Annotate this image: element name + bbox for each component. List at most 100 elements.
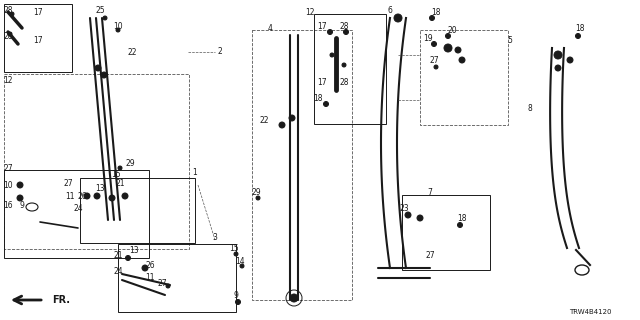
Circle shape: [459, 57, 465, 63]
Circle shape: [109, 195, 115, 201]
Circle shape: [330, 53, 334, 57]
Circle shape: [17, 182, 23, 188]
Circle shape: [431, 42, 436, 46]
Circle shape: [417, 215, 423, 221]
Text: 18: 18: [431, 7, 441, 17]
Text: 27: 27: [429, 55, 439, 65]
Text: 6: 6: [388, 5, 392, 14]
Text: 28: 28: [339, 21, 349, 30]
Text: 4: 4: [268, 23, 273, 33]
Circle shape: [10, 12, 14, 16]
Text: 15: 15: [111, 170, 121, 179]
Bar: [4, 170, 149, 258]
Text: 13: 13: [95, 183, 105, 193]
Text: 10: 10: [3, 180, 13, 189]
Circle shape: [122, 193, 128, 199]
Text: 2: 2: [218, 46, 222, 55]
Text: 13: 13: [129, 245, 139, 254]
Text: 22: 22: [259, 116, 269, 124]
Text: 12: 12: [3, 76, 13, 84]
Circle shape: [444, 44, 452, 52]
Text: 17: 17: [317, 77, 327, 86]
Text: FR.: FR.: [52, 295, 70, 305]
Text: 12: 12: [305, 7, 315, 17]
Circle shape: [554, 51, 562, 59]
Circle shape: [118, 166, 122, 170]
Circle shape: [323, 101, 328, 107]
Text: 17: 17: [33, 7, 43, 17]
Text: 18: 18: [313, 93, 323, 102]
Text: 29: 29: [125, 158, 135, 167]
Text: 19: 19: [423, 34, 433, 43]
Text: 24: 24: [113, 268, 123, 276]
Text: 9: 9: [234, 291, 239, 300]
Text: 24: 24: [73, 204, 83, 212]
Text: 28: 28: [339, 77, 349, 86]
Text: 20: 20: [447, 26, 457, 35]
Text: 21: 21: [113, 252, 123, 260]
Circle shape: [434, 65, 438, 69]
Text: 18: 18: [575, 23, 585, 33]
Circle shape: [405, 212, 411, 218]
Bar: [402, 195, 490, 270]
Text: 17: 17: [33, 36, 43, 44]
Bar: [4, 74, 189, 249]
Circle shape: [279, 122, 285, 128]
Text: 15: 15: [229, 244, 239, 252]
Circle shape: [8, 32, 12, 36]
Text: 26: 26: [145, 261, 155, 270]
Text: 26: 26: [77, 191, 87, 201]
Text: 27: 27: [157, 279, 167, 289]
Bar: [4, 4, 72, 72]
Text: 27: 27: [425, 252, 435, 260]
Circle shape: [234, 252, 238, 256]
Text: 16: 16: [3, 201, 13, 210]
Bar: [420, 30, 508, 125]
Text: 8: 8: [527, 103, 532, 113]
Circle shape: [101, 72, 107, 78]
Circle shape: [342, 63, 346, 67]
Circle shape: [567, 57, 573, 63]
Circle shape: [328, 29, 333, 35]
Text: 11: 11: [145, 274, 155, 283]
Bar: [314, 14, 386, 124]
Circle shape: [455, 47, 461, 53]
Circle shape: [289, 115, 295, 121]
Text: 11: 11: [65, 191, 75, 201]
Circle shape: [445, 34, 451, 38]
Text: 22: 22: [127, 47, 137, 57]
Circle shape: [125, 255, 131, 260]
Circle shape: [555, 65, 561, 71]
Circle shape: [95, 65, 101, 71]
Text: 1: 1: [193, 167, 197, 177]
Text: 23: 23: [399, 204, 409, 212]
Circle shape: [166, 284, 170, 288]
Text: 28: 28: [3, 31, 13, 41]
Text: 18: 18: [457, 213, 467, 222]
Text: 17: 17: [317, 21, 327, 30]
Text: 5: 5: [508, 36, 513, 44]
Text: 27: 27: [63, 179, 73, 188]
Circle shape: [116, 28, 120, 32]
Text: 7: 7: [428, 188, 433, 196]
Text: TRW4B4120: TRW4B4120: [569, 309, 611, 315]
Circle shape: [290, 294, 298, 302]
Bar: [80, 178, 195, 243]
Circle shape: [344, 29, 349, 35]
Circle shape: [575, 34, 580, 38]
Circle shape: [17, 195, 23, 201]
Circle shape: [458, 222, 463, 228]
Text: 14: 14: [235, 258, 245, 267]
Circle shape: [103, 16, 107, 20]
Text: 25: 25: [95, 5, 105, 14]
Circle shape: [142, 265, 148, 271]
Bar: [118, 244, 236, 312]
Circle shape: [236, 300, 241, 305]
Circle shape: [94, 193, 100, 199]
Text: 10: 10: [113, 21, 123, 30]
Bar: [252, 30, 352, 300]
Text: 21: 21: [115, 179, 125, 188]
Circle shape: [429, 15, 435, 20]
Circle shape: [84, 193, 90, 199]
Circle shape: [256, 196, 260, 200]
